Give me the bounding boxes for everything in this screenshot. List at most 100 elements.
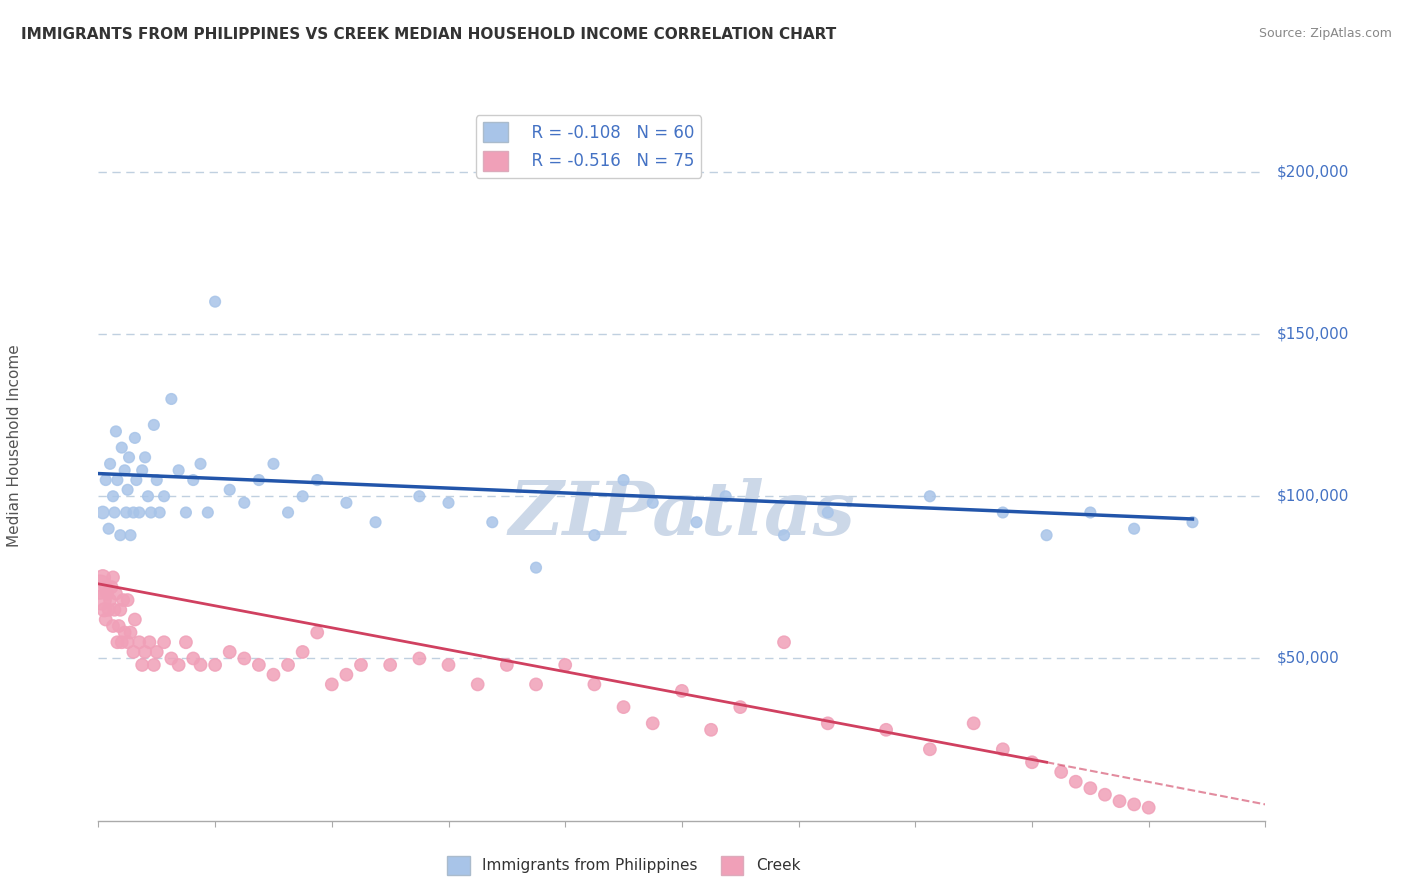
Point [875, 723, 897, 737]
Point [408, 651, 430, 665]
Point [218, 483, 240, 497]
Point [111, 635, 134, 649]
Point [134, 450, 156, 465]
Point [1050, 764, 1073, 779]
Point [817, 506, 839, 520]
Point [110, 603, 132, 617]
Point [612, 473, 634, 487]
Point [181, 473, 204, 487]
Point [174, 506, 197, 520]
Point [98, 593, 121, 607]
Point [117, 635, 139, 649]
Point [160, 392, 183, 406]
Point [714, 489, 737, 503]
Point [139, 506, 162, 520]
Point [117, 593, 139, 607]
Point [583, 528, 606, 542]
Point [817, 716, 839, 731]
Point [114, 625, 136, 640]
Point [1123, 522, 1146, 536]
Point [120, 625, 142, 640]
Point [91, 506, 114, 520]
Point [124, 613, 146, 627]
Text: $200,000: $200,000 [1277, 164, 1348, 179]
Point [247, 657, 270, 672]
Point [146, 473, 169, 487]
Point [96, 586, 118, 600]
Point [437, 496, 460, 510]
Point [153, 489, 176, 503]
Point [131, 657, 153, 672]
Point [122, 645, 145, 659]
Point [128, 506, 150, 520]
Point [700, 723, 723, 737]
Point [991, 506, 1014, 520]
Point [174, 635, 197, 649]
Point [112, 593, 135, 607]
Point [153, 635, 176, 649]
Point [1035, 528, 1057, 542]
Point [138, 635, 160, 649]
Point [350, 657, 373, 672]
Point [204, 657, 226, 672]
Point [134, 645, 156, 659]
Point [146, 645, 169, 659]
Point [131, 463, 153, 477]
Point [291, 489, 314, 503]
Point [124, 431, 146, 445]
Point [1064, 774, 1087, 789]
Point [1108, 794, 1130, 808]
Point [94, 473, 117, 487]
Point [583, 677, 606, 691]
Point [378, 657, 402, 672]
Point [307, 473, 329, 487]
Point [1080, 781, 1102, 796]
Point [962, 716, 984, 731]
Point [98, 457, 121, 471]
Point [197, 506, 219, 520]
Point [110, 528, 132, 542]
Point [117, 483, 139, 497]
Point [321, 677, 343, 691]
Point [335, 667, 357, 681]
Point [204, 294, 226, 309]
Point [1137, 800, 1160, 814]
Point [90, 593, 112, 607]
Point [101, 570, 124, 584]
Point [136, 489, 159, 503]
Point [685, 515, 707, 529]
Point [524, 677, 547, 691]
Text: $100,000: $100,000 [1277, 489, 1348, 504]
Point [93, 603, 115, 617]
Point [918, 489, 941, 503]
Point [167, 463, 190, 477]
Text: Source: ZipAtlas.com: Source: ZipAtlas.com [1258, 27, 1392, 40]
Point [524, 560, 547, 574]
Point [1094, 788, 1116, 802]
Point [218, 645, 240, 659]
Point [437, 657, 460, 672]
Point [335, 496, 357, 510]
Point [122, 506, 145, 520]
Point [97, 603, 120, 617]
Point [91, 570, 114, 584]
Point [364, 515, 387, 529]
Text: Median Household Income: Median Household Income [7, 344, 21, 548]
Point [291, 645, 314, 659]
Point [100, 580, 122, 594]
Point [128, 635, 150, 649]
Point [1123, 797, 1146, 812]
Point [118, 450, 141, 465]
Point [167, 657, 190, 672]
Point [115, 506, 138, 520]
Point [233, 651, 256, 665]
Point [160, 651, 183, 665]
Point [262, 667, 284, 681]
Point [408, 489, 430, 503]
Point [104, 586, 127, 600]
Point [481, 515, 503, 529]
Point [114, 463, 136, 477]
Point [671, 684, 693, 698]
Point [101, 619, 124, 633]
Point [641, 496, 664, 510]
